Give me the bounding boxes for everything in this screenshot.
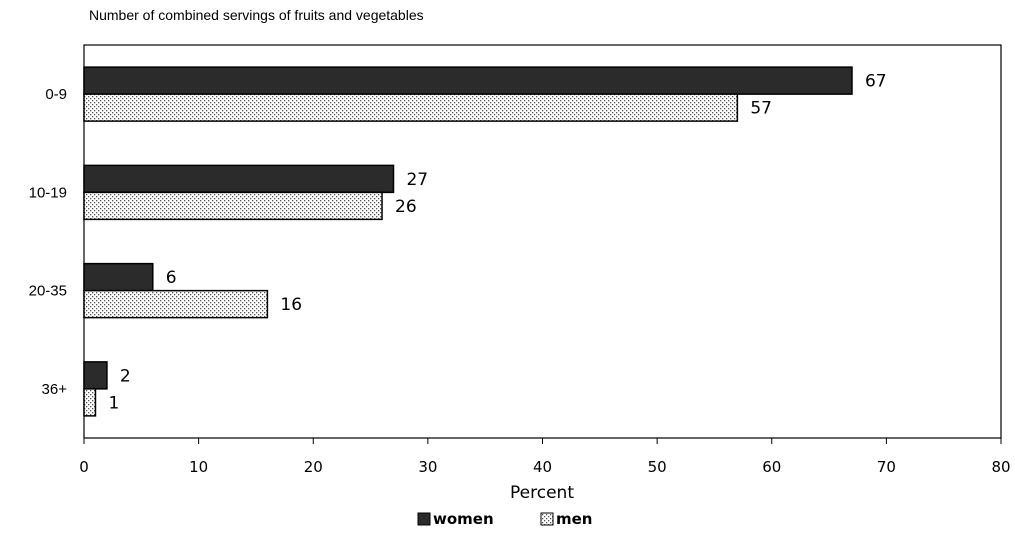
category-label-10-19: 10-19 (29, 184, 67, 201)
value-label-men-36+: 1 (108, 393, 119, 413)
bar-women-10-19 (83, 164, 395, 194)
bar-men-0-9 (83, 93, 739, 122)
legend-swatch-women (417, 512, 431, 526)
bar-women-36+ (83, 361, 108, 390)
x-tick-label-40: 40 (533, 458, 552, 476)
value-label-women-0-9: 67 (865, 72, 887, 92)
x-tick-label-20: 20 (304, 458, 323, 476)
legend-swatch-men (540, 512, 554, 526)
bars: 0-9 67 57 10-19 27 26 20-35 6 16 36+ 21 (29, 66, 887, 417)
x-axis-title: Percent (510, 483, 574, 503)
x-tick-label-60: 60 (762, 458, 781, 476)
legend: women men (417, 510, 592, 528)
legend-label-men: men (556, 510, 592, 528)
category-label-36plus: 36+ (42, 381, 68, 398)
x-tick-label-80: 80 (991, 458, 1010, 476)
x-axis: 0 10 20 30 40 50 60 70 80 (79, 437, 1011, 476)
value-label-women-36+: 2 (120, 366, 131, 386)
x-tick-label-10: 10 (189, 458, 208, 476)
x-tick-label-30: 30 (418, 458, 437, 476)
bar-men-20-35 (83, 289, 269, 319)
x-tick-label-0: 0 (79, 458, 89, 476)
value-label-women-20-35: 6 (166, 268, 177, 288)
chart-title: Number of combined servings of fruits an… (89, 7, 424, 23)
value-label-men-20-35: 16 (280, 295, 302, 315)
bar-men-10-19 (83, 191, 383, 221)
value-label-women-10-19: 27 (406, 170, 428, 190)
value-label-men-0-9: 57 (750, 99, 772, 119)
bar-women-20-35 (83, 262, 154, 292)
x-tick-label-70: 70 (877, 458, 896, 476)
value-label-men-10-19: 26 (395, 197, 417, 217)
x-tick-label-50: 50 (648, 458, 667, 476)
bar-men-36+ (83, 388, 97, 417)
legend-label-women: women (433, 510, 494, 528)
category-label-0-9: 0-9 (45, 86, 67, 103)
bar-women-0-9 (83, 66, 853, 95)
category-label-20-35: 20-35 (29, 283, 67, 300)
